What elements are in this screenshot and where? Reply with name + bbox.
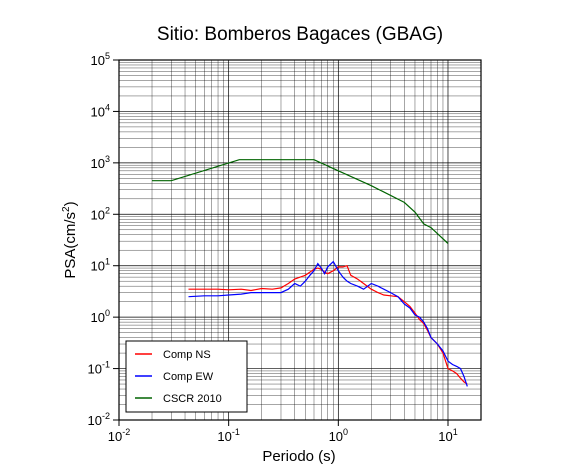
x-tick-label: 10-2 — [108, 427, 130, 444]
y-tick-label: 105 — [91, 51, 110, 68]
legend-label-comp-ew: Comp EW — [163, 371, 214, 383]
x-axis-label: Periodo (s) — [262, 448, 335, 465]
y-tick-label: 103 — [91, 154, 110, 171]
legend: Comp NS Comp EW CSCR 2010 — [125, 340, 248, 413]
plot-series — [152, 159, 468, 387]
x-tick-label: 101 — [438, 427, 457, 444]
y-tick-label: 104 — [91, 102, 110, 119]
legend-items: Comp NS Comp EW CSCR 2010 — [135, 349, 222, 405]
legend-label-comp-ns: Comp NS — [163, 349, 211, 361]
y-tick-label: 102 — [91, 205, 110, 222]
y-tick-label: 10-2 — [88, 411, 110, 428]
axis-ticks — [113, 59, 449, 426]
legend-label-cscr-2010: CSCR 2010 — [163, 393, 222, 405]
chart-title: Sitio: Bomberos Bagaces (GBAG) — [157, 24, 443, 45]
y-tick-labels: 10-2 10-1 100 101 102 103 104 105 — [88, 51, 110, 428]
x-tick-label: 10-1 — [217, 427, 239, 444]
y-axis-label-main: PSA(cm/s — [62, 212, 79, 279]
y-tick-label: 100 — [91, 308, 110, 325]
series-line-cscr-2010 — [152, 159, 449, 244]
y-axis-label-superscript: 2 — [61, 206, 72, 212]
y-tick-label: 101 — [91, 257, 110, 274]
x-tick-label: 100 — [329, 427, 348, 444]
plot-frame — [118, 59, 482, 421]
x-tick-labels: 10-2 10-1 100 101 — [108, 427, 458, 444]
y-axis-label: PSA(cm/s2) — [61, 201, 79, 278]
y-tick-label: 10-1 — [88, 360, 110, 377]
series-line-comp-ew — [188, 260, 468, 387]
y-axis-label-tail: ) — [62, 201, 79, 206]
grid-lines — [118, 59, 482, 421]
